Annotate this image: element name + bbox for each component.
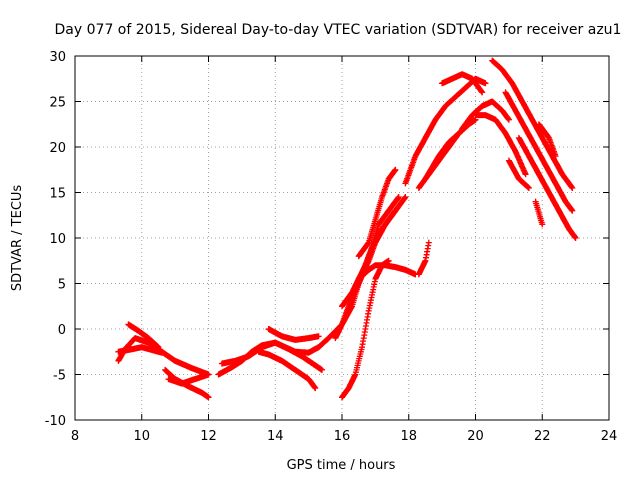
series-markers (515, 134, 579, 241)
series-markers (165, 371, 212, 387)
y-tick-label: 0 (58, 323, 66, 338)
series-track-10 (265, 326, 322, 343)
series-markers (355, 262, 419, 282)
y-tick-label: 10 (49, 232, 66, 247)
series-track-17 (415, 239, 432, 278)
x-tick-label: 14 (267, 429, 284, 444)
series-track-29 (532, 198, 546, 228)
y-axis-ticks: -10 -5 0 5 10 15 20 25 30 (45, 50, 609, 429)
series-track-6 (165, 371, 212, 387)
grid (75, 56, 609, 420)
y-axis-label: SDTVAR / TECUs (10, 185, 25, 292)
x-tick-label: 8 (71, 429, 79, 444)
series-markers (355, 166, 399, 260)
y-tick-label: 30 (49, 50, 66, 65)
y-tick-label: 25 (49, 96, 66, 111)
series-markers (535, 121, 559, 160)
chart-title: Day 077 of 2015, Sidereal Day-to-day VTE… (55, 22, 622, 38)
series-track-4 (158, 348, 212, 378)
series-track-27 (505, 157, 532, 191)
series-track-21 (439, 71, 486, 96)
series-track-18 (402, 75, 489, 187)
series-markers (218, 339, 325, 373)
x-axis-label: GPS time / hours (287, 458, 396, 473)
series-markers (265, 326, 322, 343)
x-tick-label: 16 (334, 429, 351, 444)
series-track-16 (355, 262, 419, 282)
y-tick-label: 20 (49, 141, 66, 156)
series-track-8 (218, 339, 325, 373)
series-markers (502, 89, 576, 214)
series-markers (439, 71, 486, 96)
x-tick-label: 18 (400, 429, 417, 444)
series-markers (472, 112, 529, 178)
x-tick-label: 20 (467, 429, 484, 444)
x-tick-label: 10 (133, 429, 150, 444)
series-markers (415, 239, 432, 278)
series-track-9 (255, 348, 319, 392)
series-markers (402, 75, 489, 187)
x-tick-label: 22 (534, 429, 551, 444)
series-markers (489, 57, 576, 191)
data-series (115, 57, 579, 401)
series-track-14 (355, 166, 399, 260)
series-track-25 (502, 89, 576, 214)
series-markers (125, 321, 162, 351)
y-tick-label: 15 (49, 187, 66, 202)
y-tick-label: -10 (45, 414, 66, 429)
series-track-3 (125, 321, 162, 351)
y-tick-label: -5 (53, 369, 66, 384)
series-track-23 (472, 112, 529, 178)
series-markers (532, 198, 546, 228)
series-track-24 (489, 57, 576, 191)
x-tick-label: 12 (200, 429, 217, 444)
series-markers (255, 348, 319, 392)
y-tick-label: 5 (58, 278, 66, 293)
x-tick-label: 24 (601, 429, 618, 444)
series-track-28 (535, 121, 559, 160)
series-markers (158, 348, 212, 378)
x-axis-ticks: 8 10 12 14 16 18 20 22 24 (71, 56, 617, 444)
series-markers (505, 157, 532, 191)
series-track-26 (515, 134, 579, 241)
